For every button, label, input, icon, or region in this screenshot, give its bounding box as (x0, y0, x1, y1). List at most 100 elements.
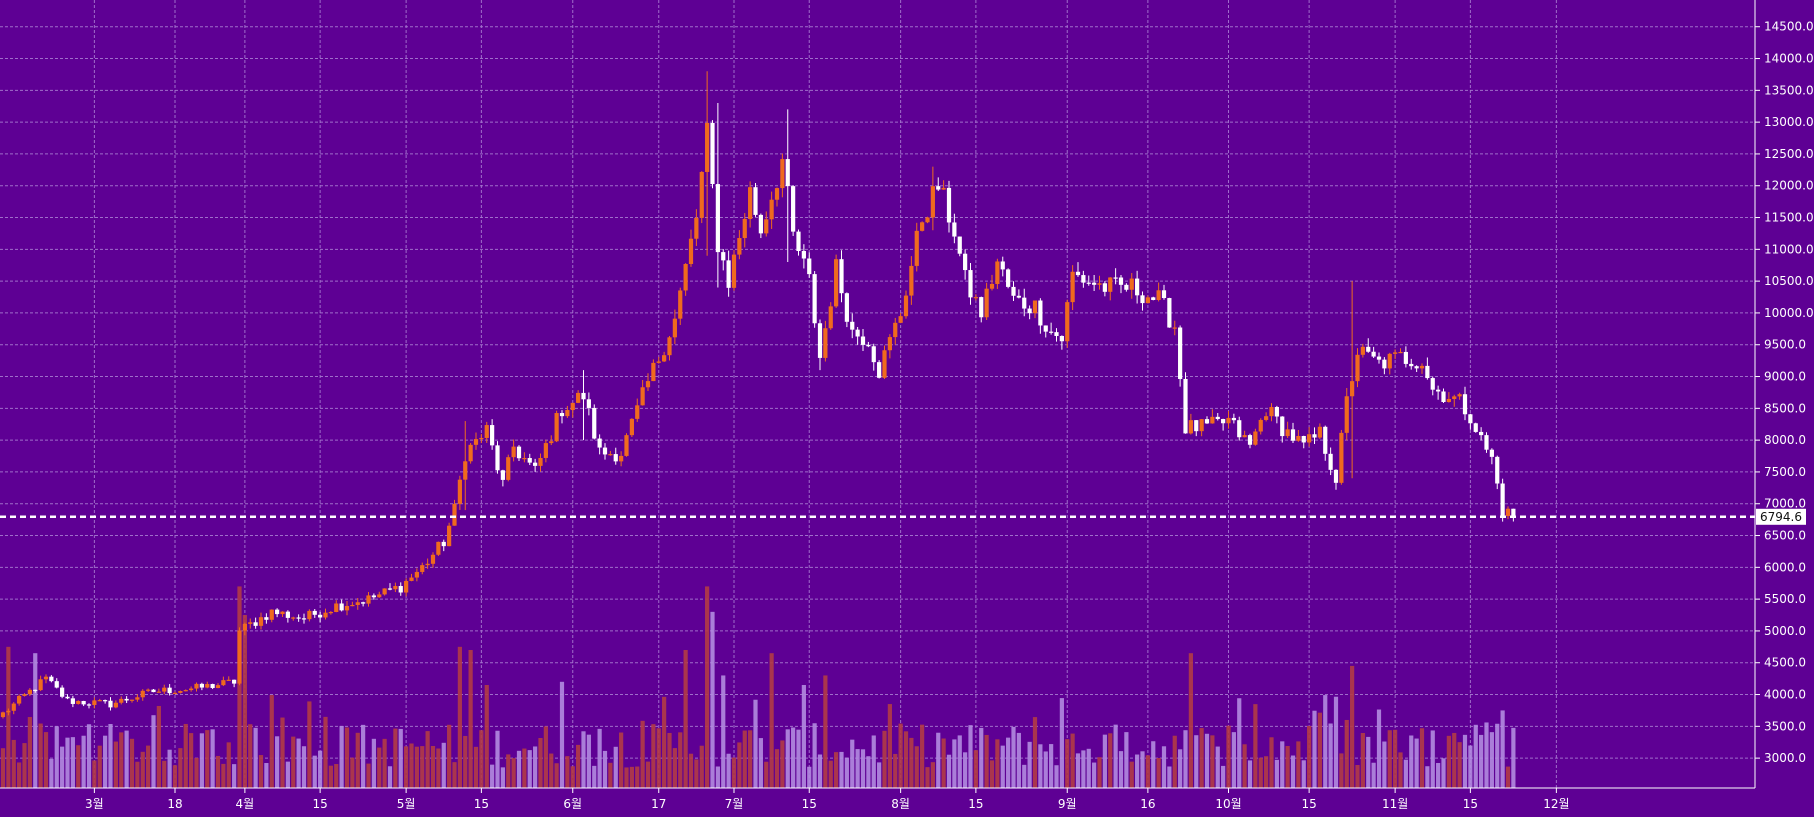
candle-body (801, 251, 806, 259)
volume-bar (1382, 741, 1387, 788)
candle-body (178, 691, 183, 693)
volume-bar (113, 741, 118, 788)
volume-bar (989, 760, 995, 788)
volume-bar (1054, 765, 1059, 788)
volume-bar (140, 751, 145, 788)
candle-body (1393, 352, 1398, 354)
volume-bar (65, 737, 70, 788)
candle-body (866, 344, 871, 347)
candle-body (726, 260, 731, 288)
volume-bar (1290, 755, 1296, 788)
candle-body (151, 689, 156, 693)
volume-bar (662, 696, 667, 788)
x-tick-label: 15 (1301, 797, 1316, 811)
y-tick-label: 9500.0 (1764, 338, 1806, 352)
candle-body (651, 362, 656, 382)
time-axis[interactable]: 3월 18 4월 15 5월 15 6월 17 7월 15 8월 15 9월 16 10월 15 11월 15 12… (85, 788, 1570, 811)
volume-bar (463, 735, 468, 788)
candle-body (1075, 271, 1081, 276)
volume-bar (1403, 759, 1408, 788)
candle-body (1194, 420, 1199, 432)
y-tick-label: 10500.0 (1764, 274, 1814, 288)
volume-bar (473, 746, 479, 788)
candle-body (119, 698, 124, 703)
candle-body (516, 446, 522, 459)
volume-bar (1102, 734, 1107, 788)
volume-bar (1473, 724, 1478, 788)
volume-bar (447, 724, 452, 788)
candle-body (570, 402, 575, 411)
candle-body (1183, 378, 1188, 434)
volume-bar (1011, 726, 1016, 788)
y-tick-label: 4000.0 (1764, 688, 1806, 702)
volume-bar (936, 732, 941, 788)
candle-body (613, 454, 618, 462)
volume-bar (398, 728, 403, 788)
candle-body (1328, 453, 1333, 470)
volume-bar (1462, 734, 1468, 788)
volume-bar (1237, 698, 1242, 788)
candle-body (549, 441, 554, 444)
candle-body (731, 254, 737, 288)
y-tick-label: 14000.0 (1764, 52, 1814, 66)
volume-bar (1285, 746, 1290, 788)
candle-body (237, 630, 242, 684)
candle-body (672, 318, 677, 338)
candle-body (162, 687, 167, 692)
price-axis[interactable]: 3000.0 3500.0 4000.0 4500.0 5000.0 5500.0 6000… (1755, 20, 1814, 765)
volume-bar (823, 675, 828, 788)
candle-body (135, 697, 140, 700)
candle-body (183, 690, 188, 692)
volume-bar (430, 745, 436, 788)
candle-body (86, 704, 92, 706)
y-tick-label: 14500.0 (1764, 20, 1814, 34)
candle-body (683, 263, 688, 291)
volume-bar (844, 757, 849, 788)
volume-bar (898, 723, 903, 788)
candle-body (199, 683, 204, 688)
volume-bar (667, 732, 672, 788)
volume-bar (1269, 737, 1274, 788)
volume-bar (1495, 723, 1500, 788)
volume-bar (635, 766, 640, 788)
candle-body (17, 695, 22, 704)
volume-bar (92, 760, 97, 788)
volume-bar (420, 746, 425, 788)
candle-body (0, 712, 6, 718)
candle-body (533, 462, 538, 466)
candle-body (914, 230, 919, 266)
candle-body (973, 297, 978, 299)
candle-body (167, 687, 172, 694)
candle-body (635, 405, 640, 419)
candle-body (1097, 283, 1102, 285)
volume-bar (968, 725, 973, 788)
volume-bar (1129, 761, 1134, 788)
volume-bar (1027, 741, 1032, 788)
candle-body (694, 217, 699, 239)
volume-bar (264, 763, 269, 788)
candle-body (1215, 416, 1220, 420)
volume-bar (500, 767, 505, 788)
volume-bar (178, 748, 183, 788)
volume-bar (232, 764, 237, 788)
x-tick-label: 15 (312, 797, 327, 811)
grid-lines (0, 0, 1755, 788)
volume-bar (506, 754, 511, 788)
candle-body (1135, 278, 1140, 296)
candle-body (242, 623, 247, 631)
volume-bar (522, 748, 527, 788)
volume-bar (1387, 730, 1392, 788)
candle-body (22, 694, 27, 696)
candle-body (377, 594, 382, 598)
volume-bar (1317, 712, 1322, 788)
candle-body (1022, 297, 1027, 309)
candle-body (97, 700, 102, 702)
volume-bar (49, 758, 54, 788)
candle-body (1113, 277, 1118, 279)
volume-bar (1355, 764, 1360, 788)
candle-body (473, 439, 479, 445)
volume-bar (215, 755, 221, 788)
candle-body (737, 238, 742, 255)
